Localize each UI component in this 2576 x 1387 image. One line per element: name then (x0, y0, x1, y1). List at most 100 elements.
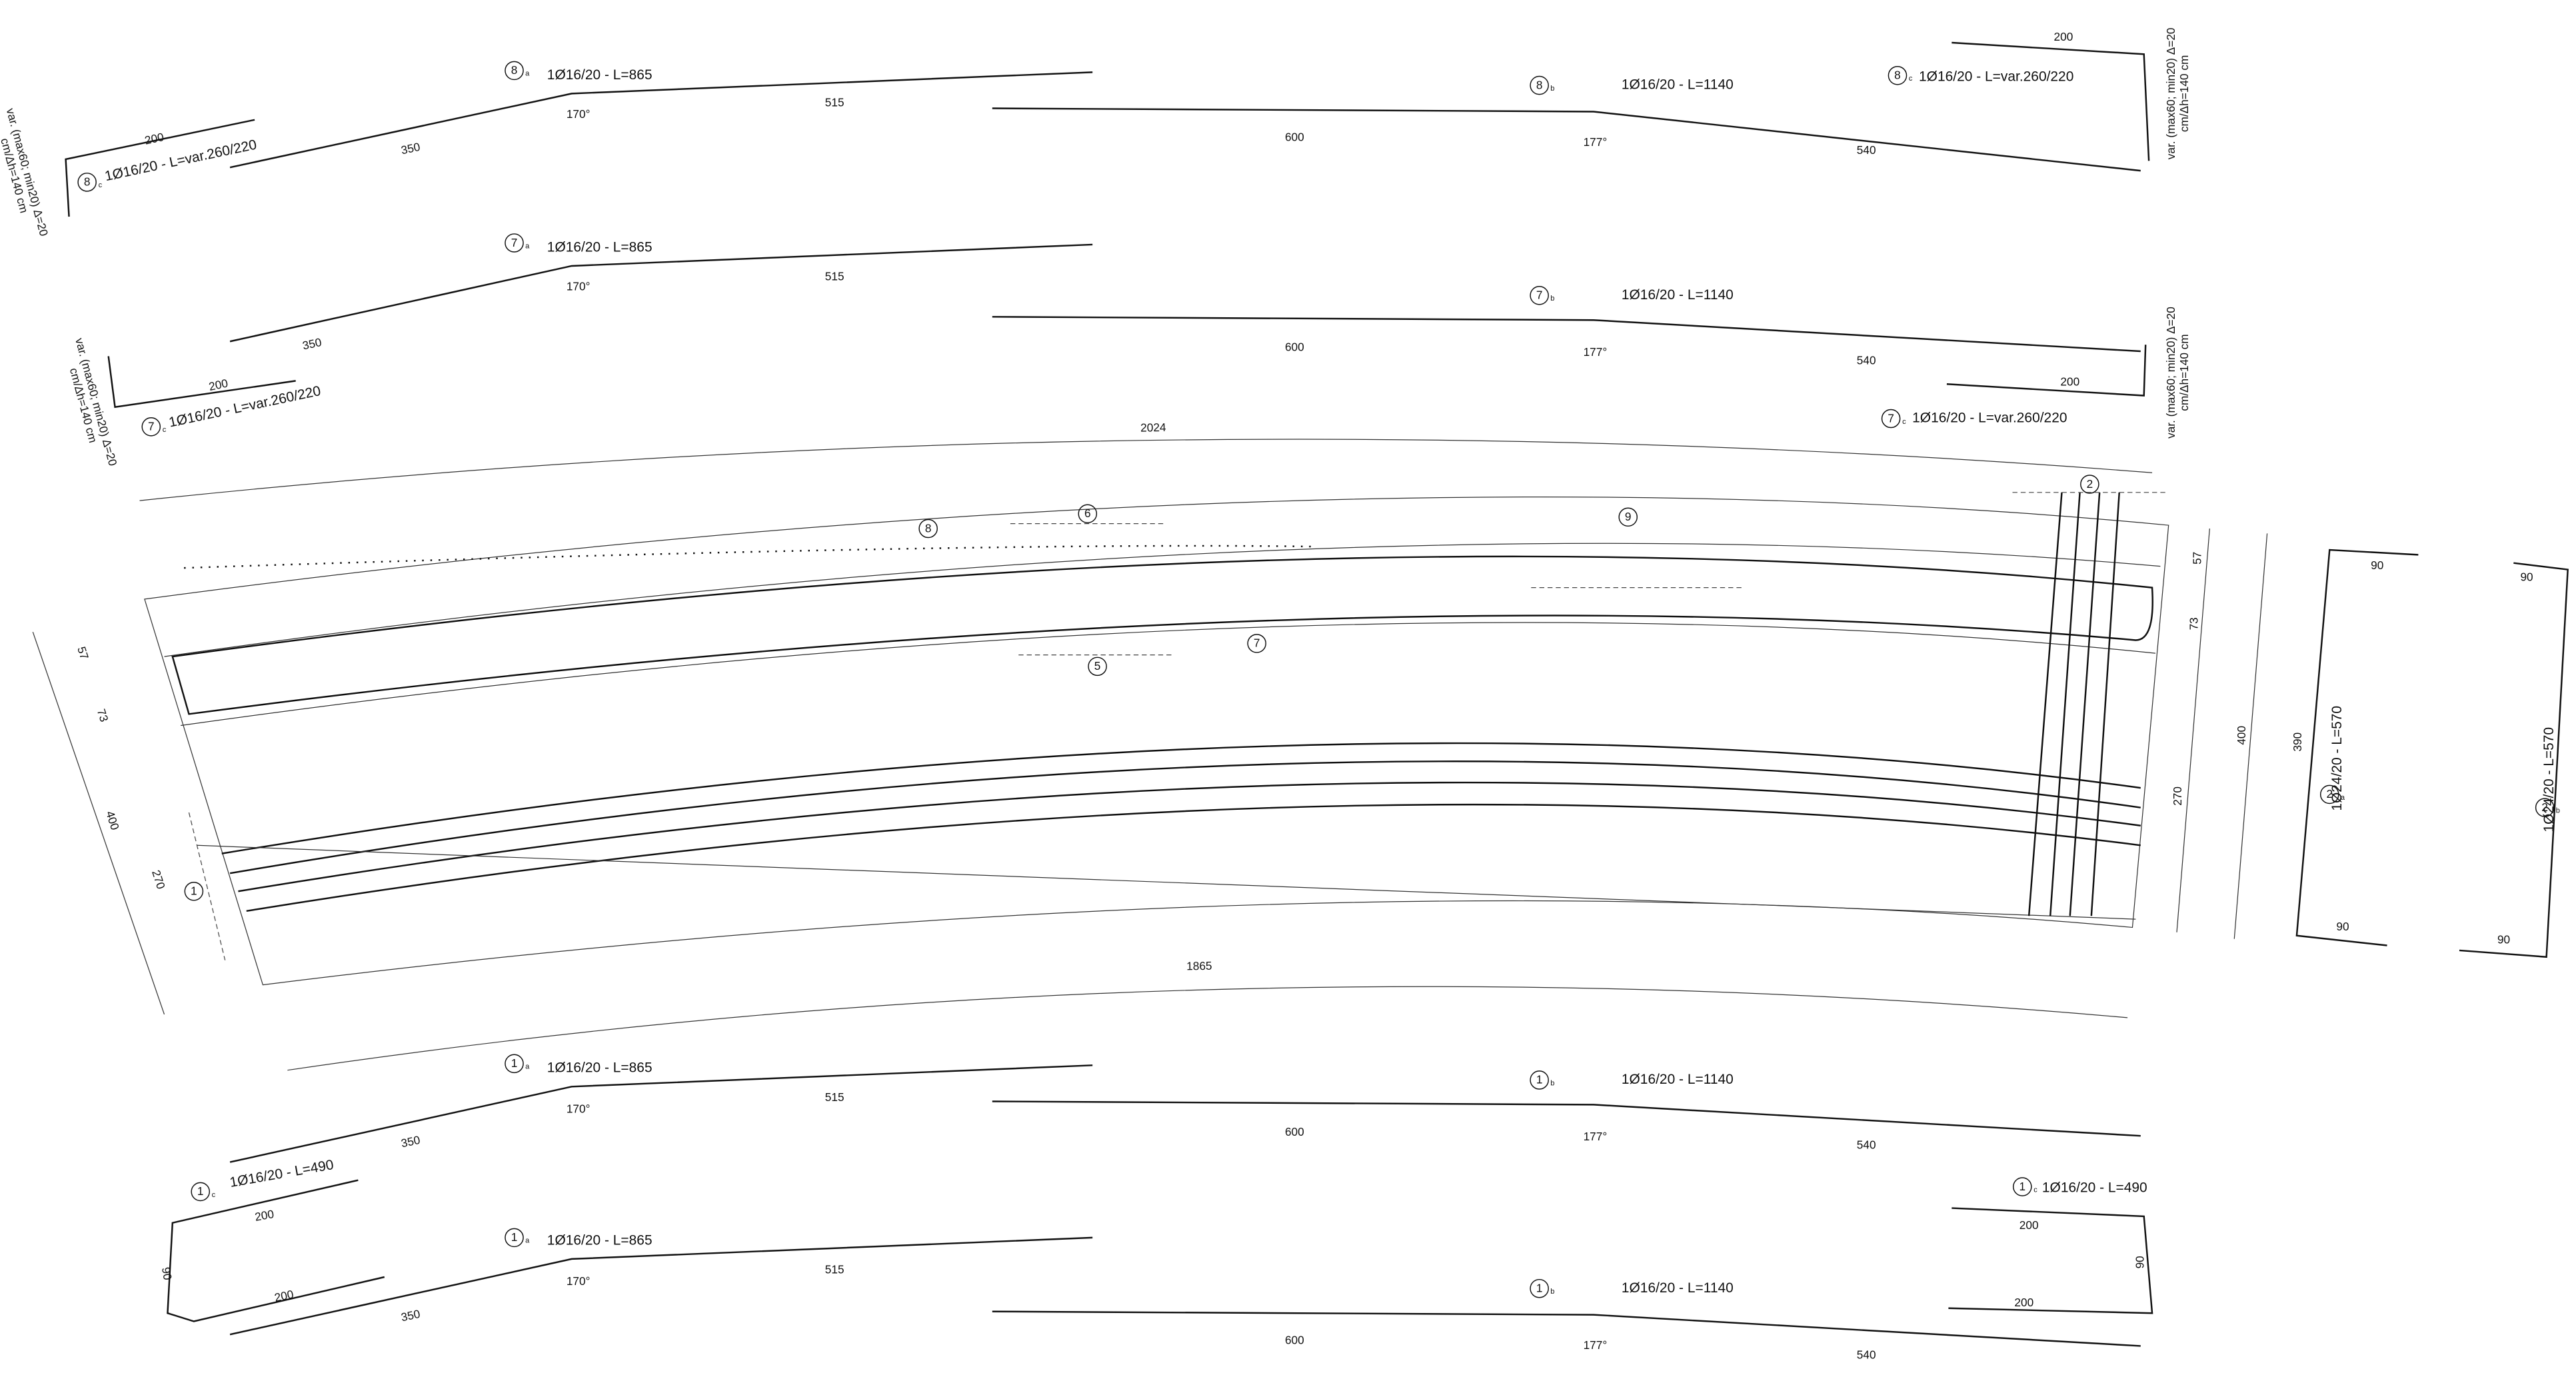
mark-sub: b (2556, 807, 2560, 815)
mark-sub: c (99, 181, 103, 189)
dimension: 270 (2171, 786, 2184, 806)
mark-circle (1888, 66, 1908, 85)
dimension: 600 (1285, 341, 1304, 354)
mark-number: 8 (1536, 78, 1543, 91)
mark-number: 1 (197, 1184, 204, 1198)
mark-number: 8 (84, 175, 91, 189)
mark-number: 1 (1536, 1282, 1543, 1295)
mark-sub: b (1550, 85, 1554, 93)
mark-number: 8 (925, 521, 932, 535)
dimension: 57 (75, 645, 91, 661)
dimension: 600 (1285, 1334, 1304, 1347)
mark-sub: c (212, 1191, 216, 1199)
mark-number: 1 (511, 1230, 518, 1244)
dimension: 515 (825, 96, 844, 109)
dimension: 177° (1584, 1338, 1608, 1352)
bar-spec: 1Ø16/20 - L=1140 (1622, 1280, 1734, 1296)
dimension: 90 (2133, 1256, 2146, 1268)
bar-spec: 1Ø16/20 - L=865 (547, 67, 652, 83)
dimension: 57 (2191, 552, 2204, 565)
mark-circle (1530, 1278, 1549, 1298)
dimension: 390 (2291, 732, 2304, 752)
mark-sub: b (1550, 1288, 1554, 1296)
mark-circle (1247, 634, 1266, 653)
dimension: 170° (567, 1274, 591, 1288)
dimension: 600 (1285, 1125, 1304, 1138)
bar-spec: 1Ø24/20 - L=570 (2541, 727, 2557, 832)
bar-spec: 1Ø16/20 - L=var.260/220 (1919, 69, 2073, 84)
mark-circle (505, 1054, 524, 1074)
dimension: 515 (825, 1090, 844, 1104)
dimension: 1865 (1186, 959, 1212, 973)
mark-number: 2 (2541, 800, 2548, 814)
mark-circle (191, 1182, 211, 1202)
bar-spec: 1Ø16/20 - L=var.260/220 (1912, 411, 2067, 426)
mark-circle (1088, 657, 1107, 677)
mark-number: 1 (2019, 1180, 2026, 1193)
dimension: 170° (567, 1102, 591, 1115)
bar-spec: 1Ø16/20 - L=865 (547, 1060, 652, 1076)
mark-number: 7 (1254, 637, 1260, 650)
bar-spec: 1Ø16/20 - L=865 (547, 239, 652, 255)
mark-circle (918, 519, 938, 539)
dimension: 400 (103, 809, 122, 832)
mark-sub: a (2341, 794, 2345, 802)
bar-spec: 1Ø16/20 - L=1140 (1622, 287, 1734, 303)
mark-circle (1530, 286, 1549, 305)
mark-sub: c (2033, 1186, 2037, 1194)
dimension: 540 (1857, 143, 1876, 157)
dimension: 177° (1584, 1130, 1608, 1143)
mark-number: 8 (1894, 69, 1901, 82)
mark-circle (184, 881, 204, 901)
bar-spec: 1Ø24/20 - L=570 (2329, 706, 2345, 811)
bar-spec: 1Ø16/20 - L=490 (2042, 1180, 2147, 1196)
dimension: 350 (400, 1133, 421, 1150)
mark-circle (1618, 507, 1638, 527)
dimension: 400 (2235, 726, 2248, 745)
dimension: 177° (1584, 135, 1608, 149)
dimension: 270 (149, 868, 168, 891)
mark-number: 7 (1888, 411, 1894, 425)
bar-shapes (65, 41, 2569, 1347)
dimension: 200 (2054, 30, 2073, 43)
mark-circle (1078, 504, 1098, 524)
mark-number: 7 (1536, 289, 1543, 302)
mark-number: 2 (2326, 787, 2333, 800)
dimension: 90 (2336, 920, 2349, 933)
mark-circle (2535, 798, 2555, 817)
dimension: 350 (400, 1307, 421, 1324)
mark-sub: c (163, 426, 167, 434)
dimension: 200 (2060, 375, 2079, 388)
dimension: 540 (1857, 353, 1876, 367)
dimension: 200 (2019, 1218, 2039, 1232)
dimension: 200 (143, 130, 165, 147)
mark-sub: c (1909, 75, 1913, 83)
mark-number: 5 (1094, 659, 1101, 673)
dimension: 515 (825, 1263, 844, 1276)
dimension: 170° (567, 280, 591, 293)
mark-circle (1530, 75, 1549, 95)
dimension: 90 (2371, 559, 2383, 572)
dimension: 90 (2520, 570, 2533, 583)
dimension: 540 (1857, 1348, 1876, 1362)
dimension: 90 (159, 1266, 175, 1281)
dimension: 200 (254, 1207, 275, 1224)
dimension: 73 (2187, 617, 2201, 630)
mark-number: 1 (511, 1056, 518, 1070)
mark-circle (77, 173, 97, 192)
mark-circle (505, 233, 524, 253)
bar-spec: 1Ø16/20 - L=1140 (1622, 77, 1734, 93)
mark-sub: b (1550, 295, 1554, 303)
mark-number: 1 (1536, 1073, 1543, 1086)
note: var. (max60; min20) Δ=20 (2164, 307, 2177, 439)
mark-sub: a (525, 242, 530, 250)
mark-number: 7 (148, 420, 155, 433)
section (32, 439, 2268, 1071)
mark-circle (1881, 409, 1901, 429)
bar-spec: 1Ø16/20 - L=490 (229, 1157, 335, 1190)
mark-sub: c (1902, 418, 1906, 426)
dimension: 600 (1285, 130, 1304, 143)
mark-sub: b (1550, 1079, 1554, 1087)
mark-circle (2080, 475, 2099, 494)
